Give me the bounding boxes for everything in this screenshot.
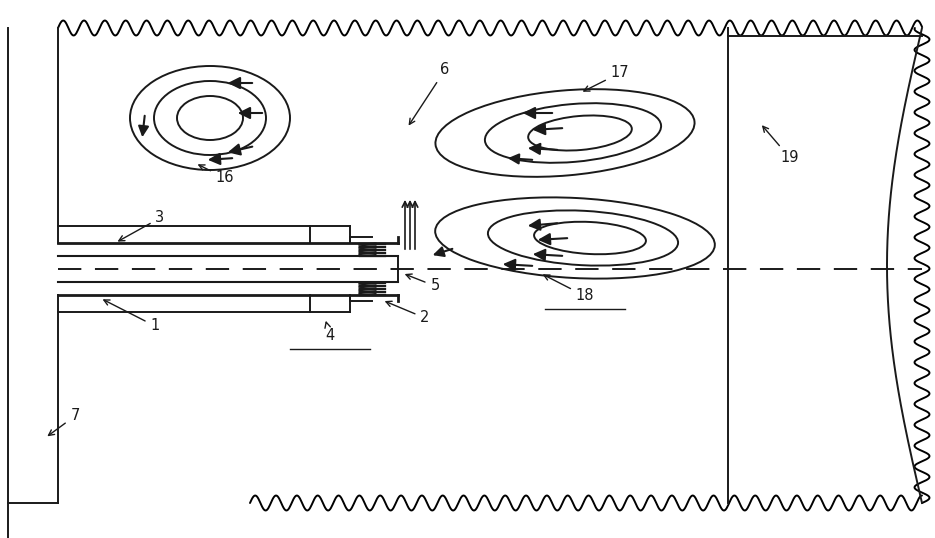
Text: 7: 7	[49, 408, 79, 435]
Text: 1: 1	[104, 300, 160, 334]
Text: 17: 17	[583, 66, 629, 91]
Text: 3: 3	[119, 210, 165, 241]
Text: 2: 2	[386, 301, 430, 325]
Text: 6: 6	[410, 62, 450, 124]
Text: 4: 4	[325, 322, 335, 343]
Text: 5: 5	[406, 274, 439, 294]
Text: 18: 18	[544, 275, 595, 303]
Text: 16: 16	[199, 165, 235, 186]
Text: 19: 19	[763, 126, 799, 166]
